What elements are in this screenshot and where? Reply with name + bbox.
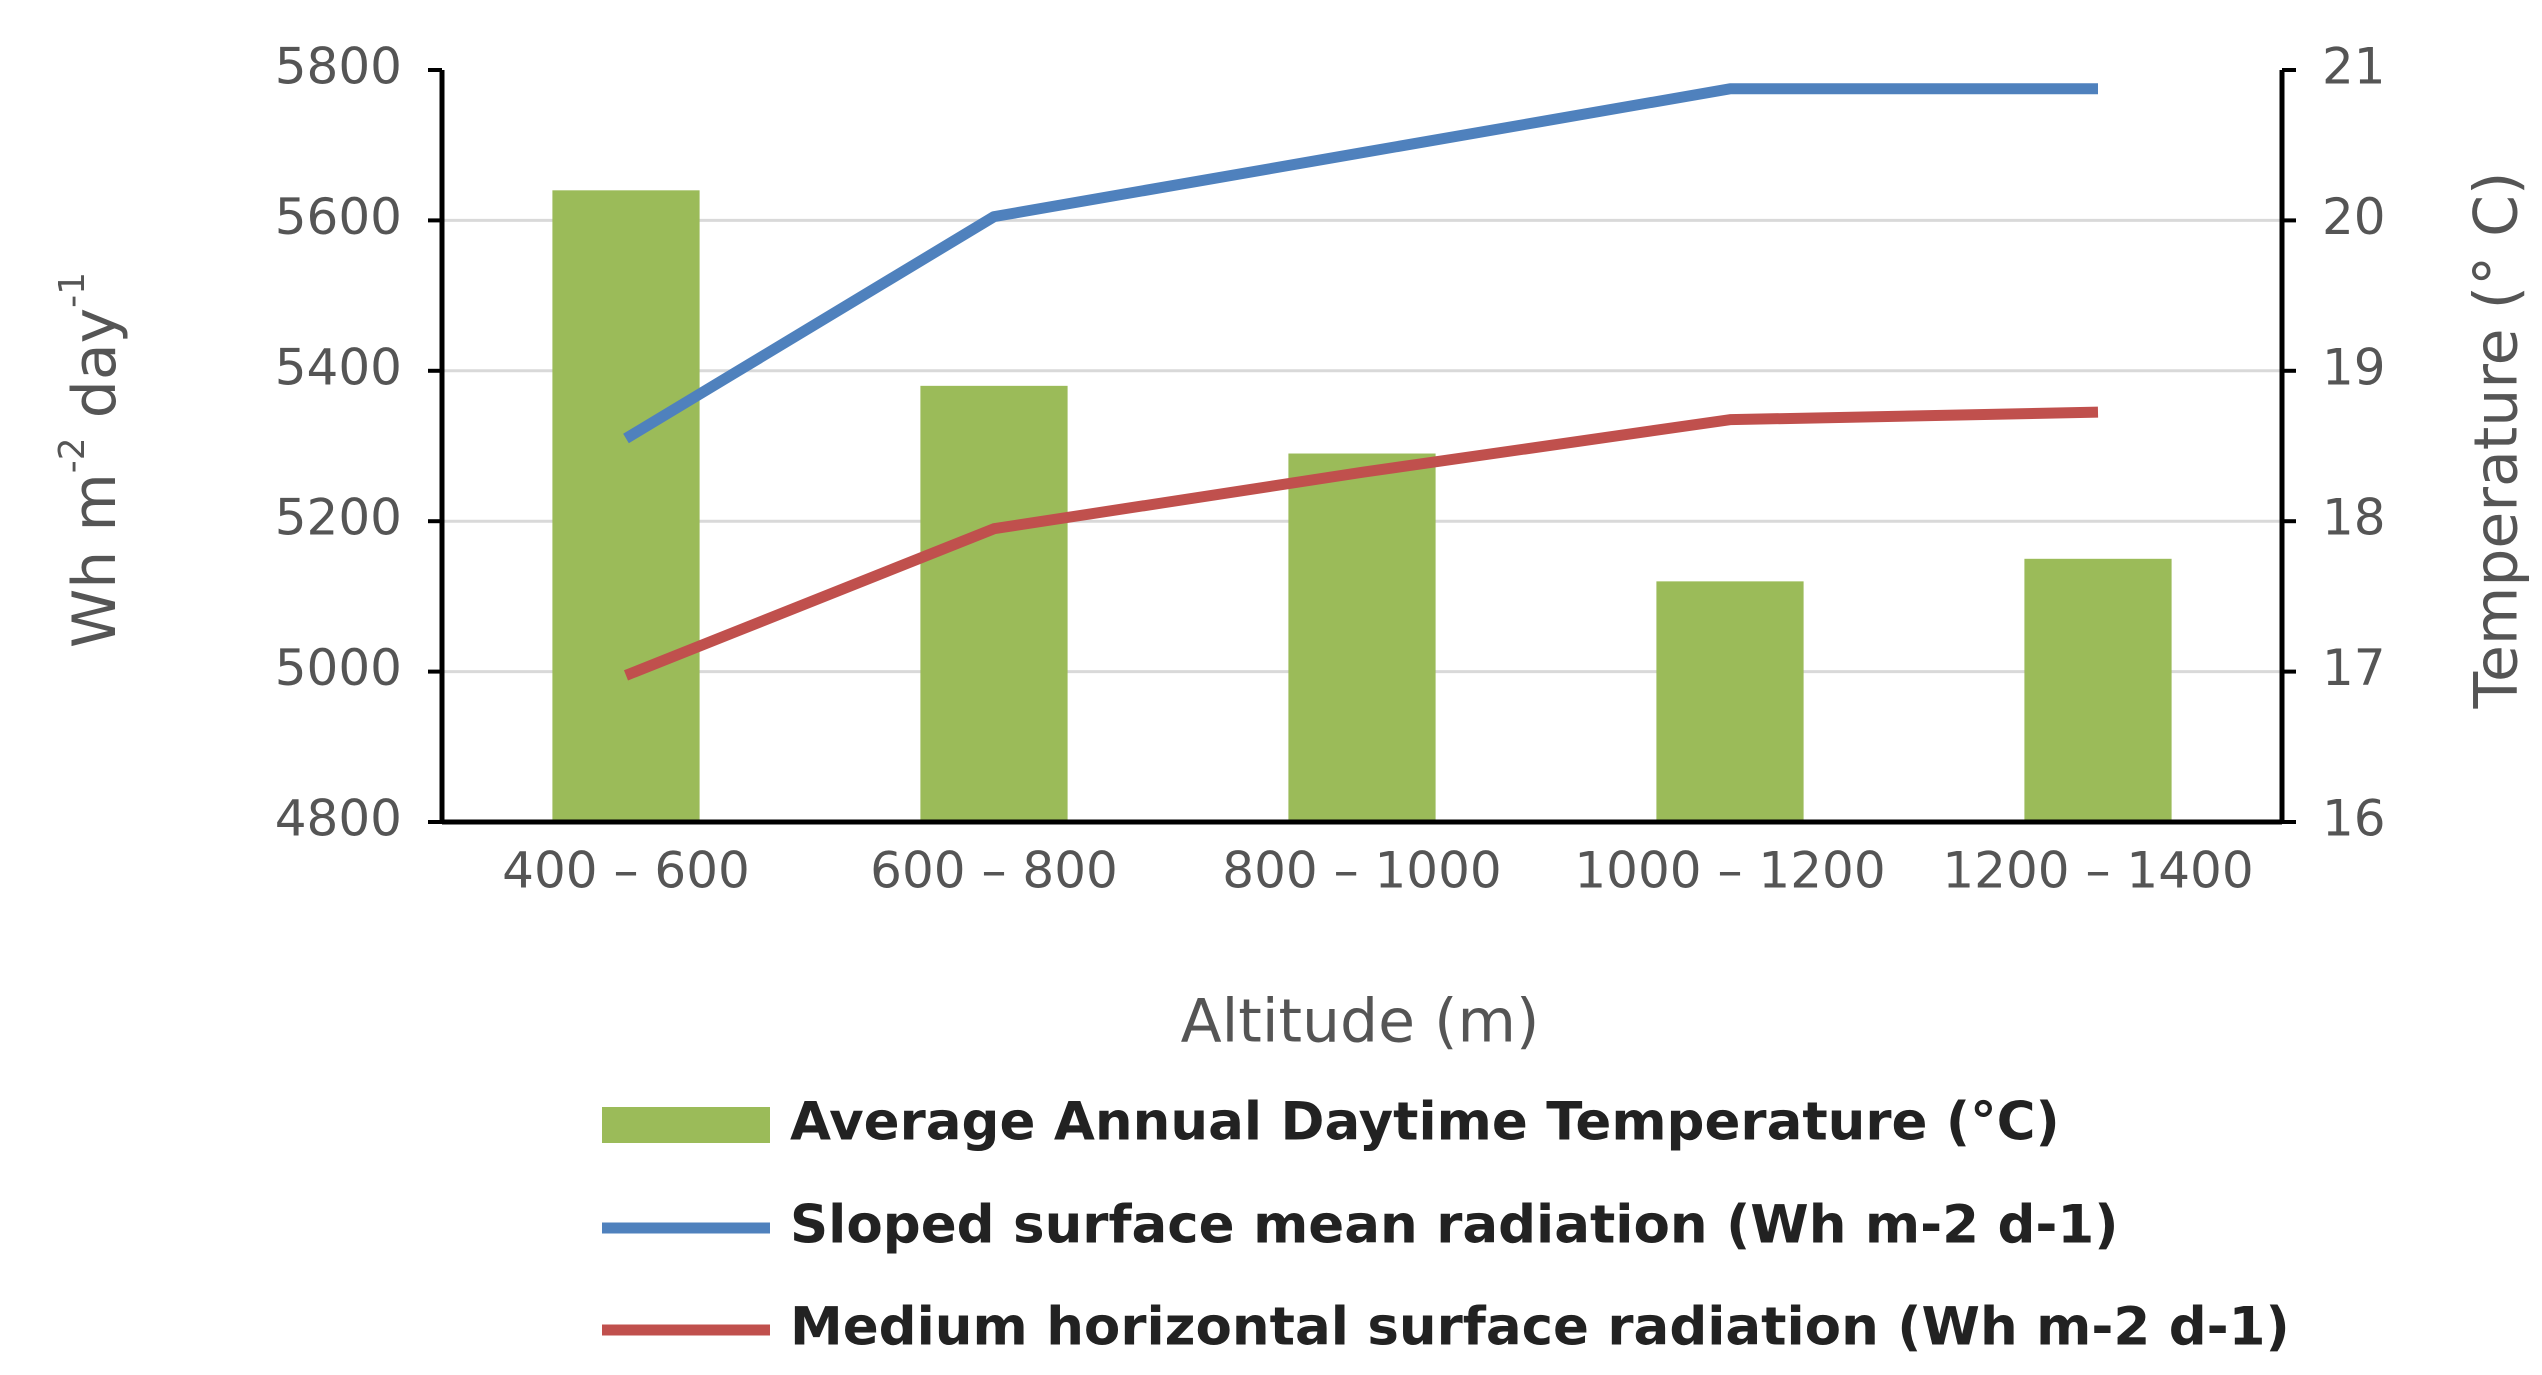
y-left-tick-label: 5000 [275,639,402,697]
bar-temperature [2024,558,2172,822]
bar-temperature [1288,453,1436,822]
x-tick-label: 800 – 1000 [1222,842,1501,900]
y-right-tick-label: 17 [2322,639,2386,697]
legend-swatch-bar [602,1107,770,1143]
legend-label: Average Annual Daytime Temperature (°C) [790,1092,2060,1153]
x-tick-label: 1000 – 1200 [1574,842,1885,900]
bar-series [552,190,2172,822]
legend: Average Annual Daytime Temperature (°C) S… [602,1092,2290,1358]
x-tick-label: 1200 – 1400 [1942,842,2253,900]
y-axis-right-title: Temperature (° C) [2462,172,2532,710]
bar-temperature [552,190,700,822]
bar-temperature [1656,581,1804,822]
y-right-tick-label: 19 [2322,338,2386,396]
y-right-tick-label: 18 [2322,489,2386,547]
axes [428,68,2296,825]
y-left-tick-label: 5400 [275,338,402,396]
line-horizontal-radiation [623,406,2099,681]
line-series [623,83,2099,681]
tick-labels: 5800 5600 5400 5200 5000 4800 21 20 19 18 17 16 400 … [275,38,2386,900]
y-left-tick-label: 5200 [275,489,402,547]
x-tick-label: 400 – 600 [502,842,750,900]
y-left-tick-label: 5600 [275,188,402,246]
x-tick-label: 600 – 800 [870,842,1118,900]
legend-label: Medium horizontal surface radiation (Wh … [790,1297,2290,1358]
y-right-tick-label: 16 [2322,790,2386,848]
legend-label: Sloped surface mean radiation (Wh m-2 d-… [790,1195,2119,1256]
bar-temperature [920,385,1068,822]
x-axis-title: Altitude (m) [1181,987,1540,1057]
y-left-tick-label: 4800 [275,790,402,848]
y-right-tick-label: 20 [2322,188,2386,246]
y-right-tick-label: 21 [2322,38,2386,96]
y-left-tick-label: 5800 [275,38,402,96]
y-axis-left-title: Wh m-2 day-1 [52,272,130,648]
line-sloped-radiation [623,83,2098,444]
